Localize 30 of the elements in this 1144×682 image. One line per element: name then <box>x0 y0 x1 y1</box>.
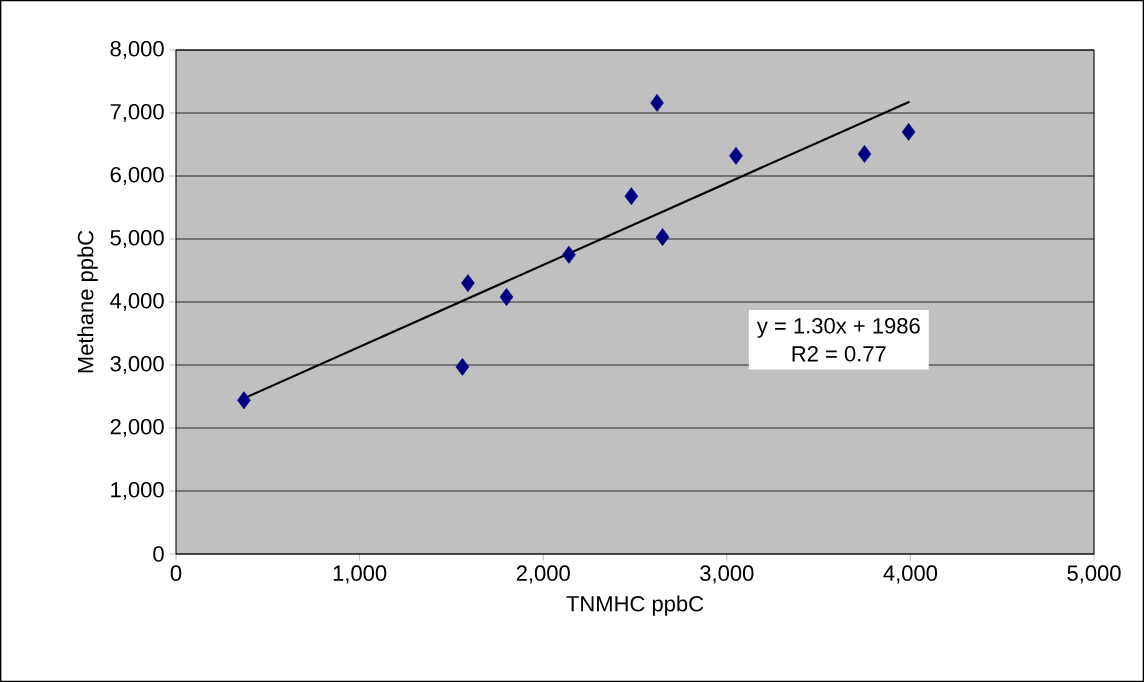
point <box>499 288 514 306</box>
point <box>237 391 251 410</box>
x-tick-label: 3,000 <box>700 565 754 584</box>
point <box>857 145 872 163</box>
x-tick-label: 0 <box>170 565 182 581</box>
y-tick-label: 2,000 <box>110 418 164 438</box>
x-tick-label: 1,000 <box>333 565 387 584</box>
point <box>562 245 576 264</box>
y-tick-label: 3,000 <box>110 355 164 375</box>
y-tick-label: 6,000 <box>110 166 164 186</box>
annotation: R2 = 0.77 <box>792 346 886 362</box>
x-axis-title: TNMHC ppbC <box>566 595 704 616</box>
annotation: y = 1.30x + 1986 <box>756 318 920 338</box>
y-tick-label: 8,000 <box>110 40 164 60</box>
point <box>729 146 743 165</box>
point <box>655 228 670 247</box>
point <box>901 122 916 141</box>
y-tick-label: 0 <box>153 546 164 562</box>
y-tick-label: 7,000 <box>110 103 164 123</box>
y-tick-label: 4,000 <box>110 292 164 312</box>
y-axis-title: Methane ppbC <box>77 230 98 373</box>
x-tick-label: 4,000 <box>883 565 938 584</box>
y-tick-label: 1,000 <box>111 481 164 501</box>
point <box>455 357 470 376</box>
point <box>624 187 639 206</box>
point <box>461 274 475 293</box>
point <box>650 93 664 112</box>
x-tick-label: 5,000 <box>1067 565 1121 584</box>
y-tick-label: 5,000 <box>110 229 164 249</box>
x-tick-label: 2,000 <box>516 565 570 584</box>
